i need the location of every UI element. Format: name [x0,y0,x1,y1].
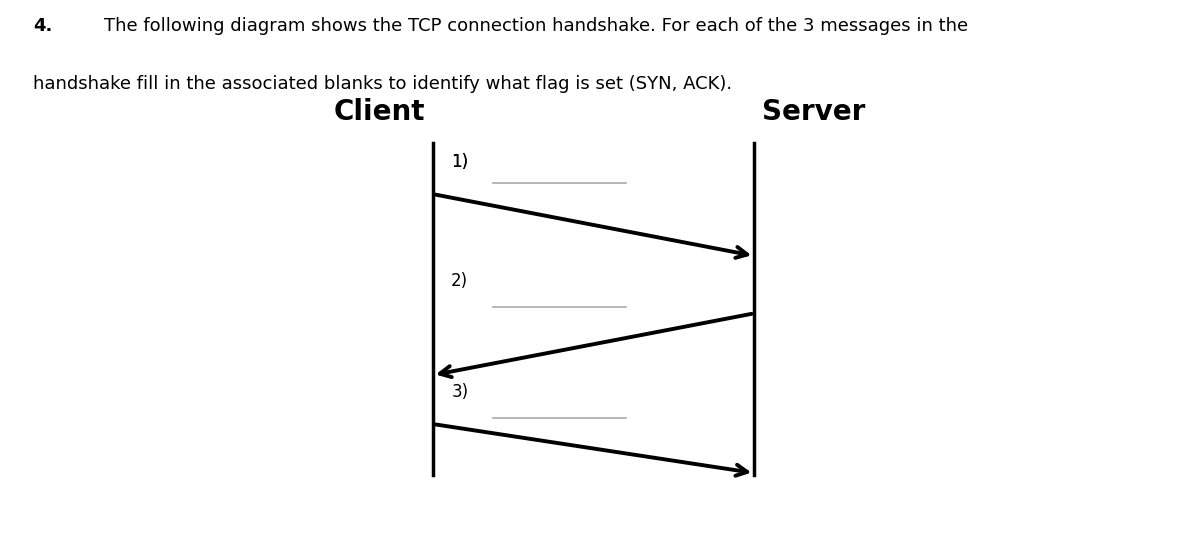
Text: Server: Server [762,98,865,126]
Text: 1): 1) [451,153,468,171]
Text: The following diagram shows the TCP connection handshake. For each of the 3 mess: The following diagram shows the TCP conn… [104,17,968,35]
Text: 2): 2) [451,272,468,290]
Text: handshake fill in the associated blanks to identify what flag is set (SYN, ACK).: handshake fill in the associated blanks … [33,75,732,93]
Text: 4.: 4. [33,17,52,35]
Text: Client: Client [334,98,425,126]
Text: 3): 3) [451,383,468,400]
Text: 1): 1) [451,153,468,171]
